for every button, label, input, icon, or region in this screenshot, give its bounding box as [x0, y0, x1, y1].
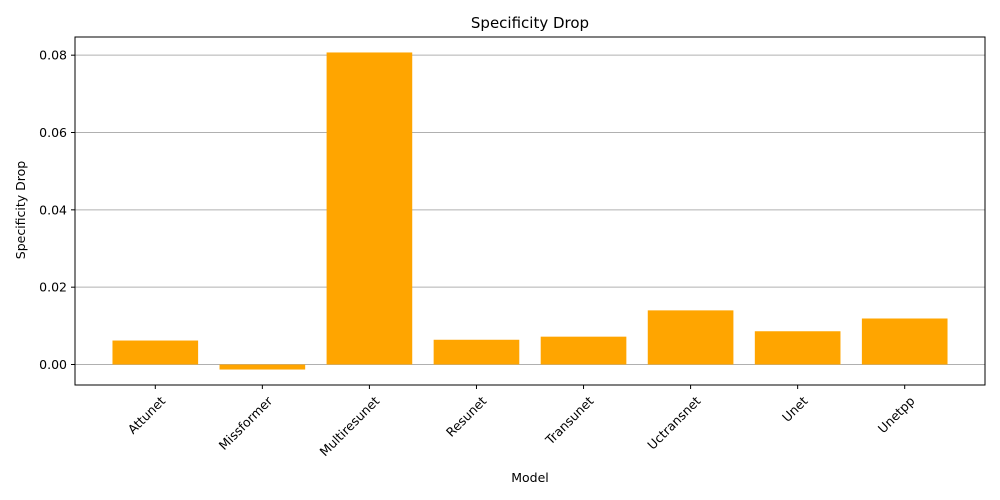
bar-resunet	[433, 339, 520, 365]
x-tick-label: Uctransnet	[644, 393, 703, 452]
y-tick-label: 0.04	[39, 202, 67, 217]
bar-unetpp	[861, 318, 948, 365]
x-tick-label: Unet	[779, 393, 811, 425]
y-axis-label: Specificity Drop	[13, 161, 28, 260]
y-tick-label: 0.00	[39, 357, 67, 372]
x-tick-label: Multiresunet	[317, 393, 383, 459]
grid-layer	[75, 54, 985, 366]
y-tick-label: 0.02	[39, 280, 67, 295]
x-axis-label: Model	[511, 470, 549, 485]
bar-multiresunet	[326, 52, 413, 365]
x-tick-label: Resunet	[443, 393, 490, 440]
ticks-layer: 0.00 0.02 0.04 0.06 0.08 Attunet Missformer Mul…	[39, 48, 917, 459]
x-tick-label: Missformer	[216, 393, 276, 453]
bar-transunet	[540, 336, 627, 365]
bar-missformer	[219, 364, 306, 370]
x-tick-label: Attunet	[125, 393, 169, 437]
x-tick-label: Unetpp	[875, 393, 918, 436]
x-tick-label: Transunet	[542, 393, 597, 448]
axes-layer	[74, 36, 986, 386]
bars-layer	[112, 52, 948, 370]
bar-uctransnet	[647, 310, 734, 365]
bar-attunet	[112, 340, 199, 365]
bar-unet	[754, 331, 841, 365]
plot-frame	[74, 36, 986, 386]
y-tick-label: 0.06	[39, 125, 67, 140]
chart-title: Specificity Drop	[471, 14, 589, 32]
y-tick-label: 0.08	[39, 48, 67, 63]
